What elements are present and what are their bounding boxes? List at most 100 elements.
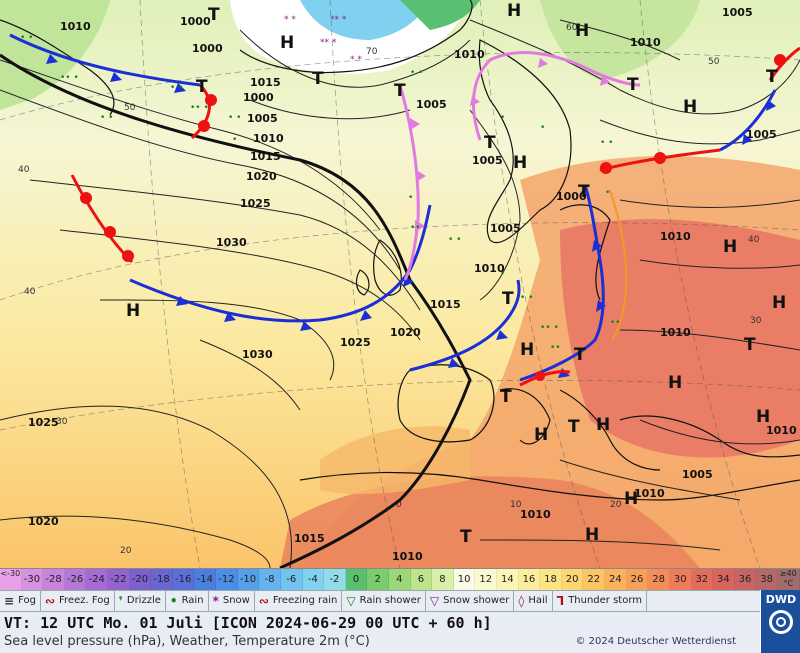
isobar-label: 1010 [60,20,91,33]
isobar-label: 1015 [250,150,281,163]
iberia-warm [320,426,470,495]
isobar-label: 1000 [192,42,223,55]
isobar-label: 1005 [722,6,753,19]
chart-subtitle: Sea level pressure (hPa), Weather, Tempe… [4,634,370,649]
svg-text:•• •: •• • [190,103,209,113]
temperature-scale-cell: 28 [648,569,670,591]
isobar-label: 1010 [253,132,284,145]
high-label: H [280,33,294,53]
temperature-scale-cell: -10 [237,569,260,591]
temperature-scale-cell: 16 [518,569,541,591]
legend-label: Drizzle [126,595,161,606]
grid-label: 10 [510,500,522,510]
warm-front-atlantic [70,174,134,264]
trough-line [609,189,628,341]
grid-label: 40 [18,165,30,175]
legend-item: ∾ Freezing rain [255,590,343,612]
weather-symbols: • ••• •• • •• •• •• • •••• • ••• • ••• •… [20,33,621,353]
isobar-label: 1015 [294,532,325,545]
legend-symbol-icon: ▽ [429,594,440,608]
temperature-scale-cell: -18 [151,569,173,591]
low-label: T [627,75,639,95]
temperature-scale-cell: -6 [280,569,303,591]
low-label: T [766,67,778,87]
legend-item: • Rain [166,590,209,612]
grid-label: 50 [124,103,136,113]
high-label: H [772,293,786,313]
low-label: T [500,387,512,407]
temperature-scale-cell: 14 [497,569,519,591]
isobar-label: 1005 [247,112,278,125]
temperature-scale-cell: 6 [410,569,433,591]
temperature-scale-cell: 10 [453,569,476,591]
svg-text:•• •: •• • [60,73,79,83]
svg-text:• •: • • [600,138,613,148]
svg-text:• •: • • [410,68,423,78]
legend-item: ▽ Snow shower [426,590,515,612]
hot-area-east [560,219,800,458]
legend-label: Snow shower [443,595,510,606]
svg-text:•: • [540,123,545,133]
legend-label: Hail [528,595,548,606]
warm-front-north [190,83,217,140]
grid-label: 50 [708,57,720,67]
legend-symbol-icon: ▽ [346,594,356,608]
isobar-label: 1010 [474,262,505,275]
high-label: H [668,373,682,393]
temperature-scale-cell: -4 [302,569,325,591]
logo-ring-icon [769,610,793,634]
isobar-label: 1025 [28,416,59,429]
temperature-scale-cell: 20 [561,569,584,591]
logo-inner-ring-icon [776,617,786,627]
legend-symbol-icon: • [169,594,178,608]
legend-item: ❜ Drizzle [115,590,166,612]
cold-front-atlantic [129,204,432,331]
legend-label: Rain shower [359,595,421,606]
svg-text:* *: * * [350,55,362,65]
grid-label: 20 [120,546,132,556]
temperature-scale-cell: -26 [64,569,87,591]
isobar-label: 1005 [490,222,521,235]
copyright: © 2024 Deutscher Wetterdienst [575,636,736,647]
svg-text:• •: • • [20,33,33,43]
legend-label: Freezing rain [272,595,338,606]
svg-text:•: • [232,135,237,145]
legend-label: Freez. Fog [59,595,110,606]
high-label: H [683,97,697,117]
temperature-scale-cell: 22 [583,569,606,591]
high-label: H [723,237,737,257]
temperature-scale-cell: 32 [691,569,714,591]
isobar-label: 1005 [416,98,447,111]
legend-label: Fog [18,595,36,606]
low-label: T [502,289,514,309]
low-label: T [196,77,208,97]
isobar-label: 1010 [630,36,661,49]
occluded-front [398,51,641,281]
high-pressure-labels: H H H H H H H H H H H H H H H [126,1,786,545]
gridline-labels: 50 40 40 30 20 0 10 20 30 40 50 60 70 [18,23,762,556]
temperature-scale-cell: -24 [86,569,109,591]
temperature-scale-cell: 2 [367,569,389,591]
pressure-labels: 1010 1000 1000 1000 1005 1010 1015 1020 … [28,6,797,563]
cold-front-europe [409,184,606,382]
temperature-scale-cell: 4 [388,569,411,591]
svg-text:• •: • • [448,235,461,245]
isobar-label: 1015 [250,76,281,89]
svg-text:• •: • • [100,113,113,123]
temperature-scale-cell: 18 [540,569,562,591]
cold-front-north [9,33,201,93]
warm-front-europe [519,148,721,387]
svg-text:* *: * * [284,15,296,25]
temperature-scale-cell: -28 [43,569,65,591]
low-label: T [460,527,472,547]
legend-symbol-icon: ∾ [258,594,269,608]
temperature-scale-cell: 26 [626,569,649,591]
low-label: T [574,345,586,365]
temperature-scale-cell: 8 [432,569,454,591]
weather-legend: ≡ Fog ∾ Freez. Fog ❜ Drizzle • Rain * Snow ∾ Freezi… [0,590,760,612]
temperature-scale-cell: -2 [324,569,346,591]
isobar-label: 1020 [390,326,421,339]
grid-label: 30 [750,316,762,326]
isobar-label: 1010 [660,230,691,243]
